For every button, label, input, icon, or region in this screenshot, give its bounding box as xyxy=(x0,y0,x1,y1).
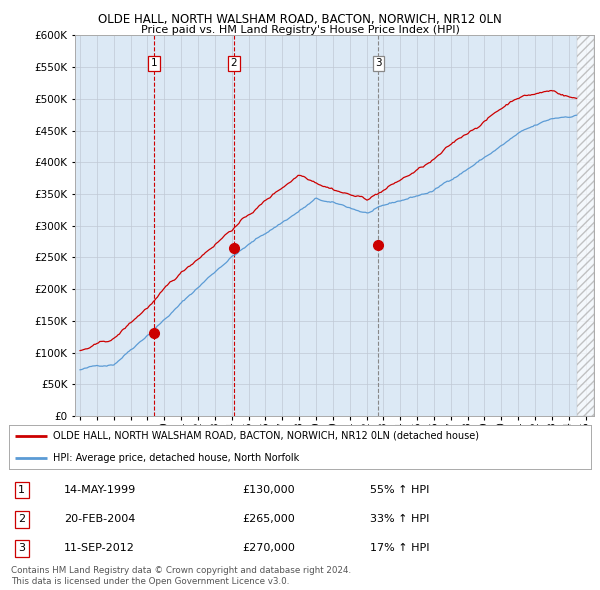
Bar xyxy=(577,35,594,416)
Text: 2: 2 xyxy=(18,514,25,524)
Text: Contains HM Land Registry data © Crown copyright and database right 2024.: Contains HM Land Registry data © Crown c… xyxy=(11,566,351,575)
Text: £130,000: £130,000 xyxy=(242,485,295,495)
Text: This data is licensed under the Open Government Licence v3.0.: This data is licensed under the Open Gov… xyxy=(11,577,289,586)
Text: OLDE HALL, NORTH WALSHAM ROAD, BACTON, NORWICH, NR12 0LN: OLDE HALL, NORTH WALSHAM ROAD, BACTON, N… xyxy=(98,13,502,26)
Text: 14-MAY-1999: 14-MAY-1999 xyxy=(64,485,137,495)
Text: £270,000: £270,000 xyxy=(242,543,295,553)
Text: 20-FEB-2004: 20-FEB-2004 xyxy=(64,514,136,524)
Text: 1: 1 xyxy=(151,58,157,68)
Text: 11-SEP-2012: 11-SEP-2012 xyxy=(64,543,135,553)
Text: Price paid vs. HM Land Registry's House Price Index (HPI): Price paid vs. HM Land Registry's House … xyxy=(140,25,460,35)
Text: 55% ↑ HPI: 55% ↑ HPI xyxy=(370,485,429,495)
Text: 33% ↑ HPI: 33% ↑ HPI xyxy=(370,514,429,524)
Text: OLDE HALL, NORTH WALSHAM ROAD, BACTON, NORWICH, NR12 0LN (detached house): OLDE HALL, NORTH WALSHAM ROAD, BACTON, N… xyxy=(53,431,479,441)
Text: 3: 3 xyxy=(19,543,25,553)
Text: 1: 1 xyxy=(19,485,25,495)
Text: 3: 3 xyxy=(375,58,382,68)
Text: £265,000: £265,000 xyxy=(242,514,295,524)
Text: 17% ↑ HPI: 17% ↑ HPI xyxy=(370,543,430,553)
Text: HPI: Average price, detached house, North Norfolk: HPI: Average price, detached house, Nort… xyxy=(53,453,299,463)
Text: 2: 2 xyxy=(230,58,237,68)
